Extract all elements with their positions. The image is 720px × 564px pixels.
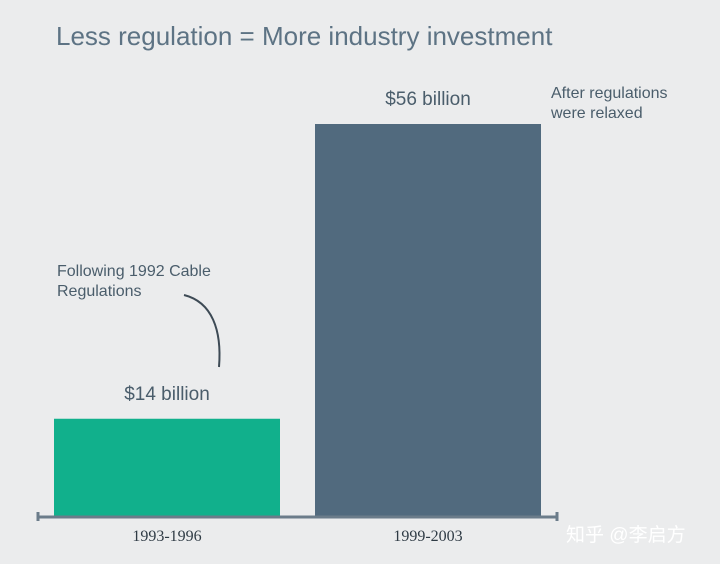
annotation-after: After regulations were relaxed <box>550 85 668 122</box>
watermark-text: 知乎 @李启方 <box>566 524 686 546</box>
value-label-1993-1996: $14 billion <box>124 384 210 405</box>
tick-labels-layer: 1993-1996 1999-2003 <box>132 528 462 545</box>
annotation-line: Following 1992 Cable <box>57 263 211 280</box>
annotation-pointer-line <box>183 294 221 368</box>
chart-title: Less regulation = More industry investme… <box>56 21 553 51</box>
bar-1993-1996 <box>54 418 280 517</box>
annotations-layer: Following 1992 Cable Regulations After reg… <box>57 85 668 300</box>
value-label-1999-2003: $56 billion <box>385 89 471 110</box>
value-labels-layer: $14 billion $56 billion <box>124 89 471 405</box>
tick-label-1993-1996: 1993-1996 <box>132 528 201 545</box>
annotation-before: Following 1992 Cable Regulations <box>57 263 211 300</box>
annotation-line: Regulations <box>57 283 142 300</box>
annotation-line: were relaxed <box>550 105 643 122</box>
bars-layer <box>54 124 541 517</box>
bar-1999-2003 <box>315 124 541 517</box>
annotation-line: After regulations <box>551 85 668 102</box>
tick-label-1999-2003: 1999-2003 <box>393 528 462 545</box>
